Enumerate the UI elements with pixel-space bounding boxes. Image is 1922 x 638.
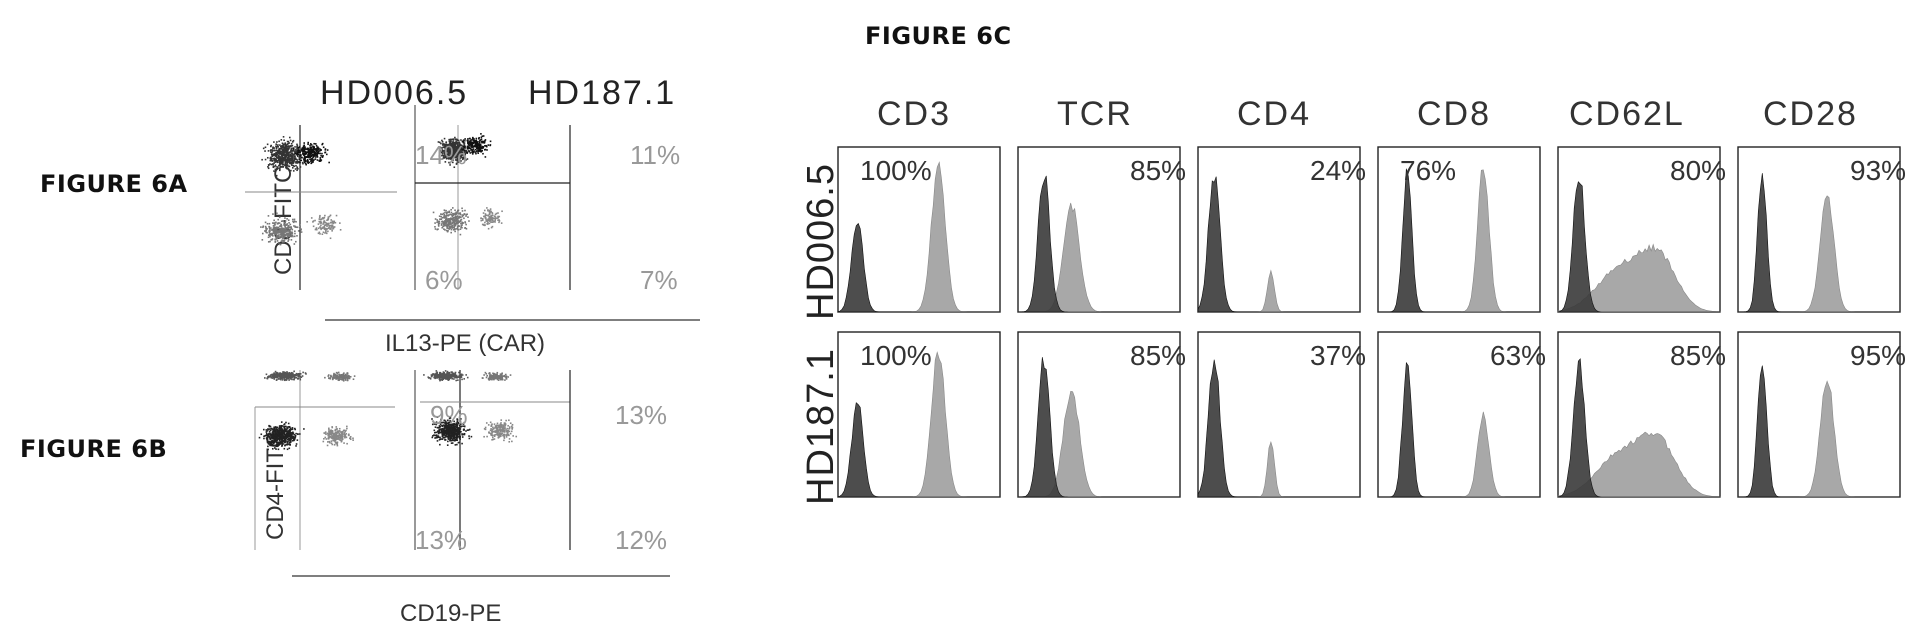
- figure-6c-marker-header: CD62L: [1569, 95, 1685, 133]
- figure-6b-scatter-panels: [254, 370, 670, 577]
- figure-6c-percent-label: 85%: [1670, 340, 1727, 371]
- figure-6c-percent-label: 100%: [860, 155, 932, 186]
- figure-6c-percent-label: 37%: [1310, 340, 1367, 371]
- column-header-hd187-1: HD187.1: [528, 74, 677, 112]
- figure-6a-panel-2-upper-right-pct: 11%: [630, 140, 681, 170]
- figure-6c-histogram-panel: [1737, 331, 1901, 498]
- column-header-hd006-5: HD006.5: [320, 74, 469, 112]
- figure-6b-panel-2-upper-right-pct: 13%: [615, 400, 668, 430]
- figure-6c-histogram-panel: [1017, 146, 1181, 313]
- figure-6c-percent-label: 24%: [1310, 155, 1367, 186]
- figure-6c-marker-header: CD28: [1763, 95, 1858, 133]
- figure-6c-histogram-panel: [1377, 146, 1541, 313]
- figure-6c-histogram-panel: [837, 146, 1001, 313]
- figure-6c-histogram-panel: [1557, 146, 1721, 313]
- figure-6c-marker-header: CD3: [877, 95, 952, 133]
- figure-6b-label: FIGURE 6B: [20, 435, 168, 463]
- figure-6c-percent-label: 93%: [1850, 155, 1907, 186]
- figure-6c-percent-label: 63%: [1490, 340, 1547, 371]
- figure-6a-scatter-panels: [245, 105, 700, 321]
- figure-6a-panel-2: [414, 105, 571, 290]
- figure-6c-marker-header: TCR: [1057, 95, 1133, 133]
- figure-6c-percent-label: 85%: [1130, 340, 1187, 371]
- figure-6a-panel-1-lower-right-pct: 6%: [425, 265, 463, 295]
- figure-6b-panel-1-lower-right-pct: 13%: [415, 525, 468, 555]
- figure-6c-percent-label: 100%: [860, 340, 932, 371]
- figure-6a-panel-2-lower-right-pct: 7%: [640, 265, 678, 295]
- figure-6b-panel-1-upper-right-pct: 9%: [430, 400, 468, 430]
- figure-6a-panel-1-upper-right-pct: 14%: [415, 140, 468, 170]
- figure-6a-x-axis-label: IL13-PE (CAR): [385, 330, 546, 357]
- figure-6c-percent-label: 76%: [1400, 155, 1457, 186]
- figure-6c-histogram-panel: [837, 331, 1001, 498]
- figure-6c-histogram-panel: [1737, 146, 1901, 313]
- figure-6c-percent-label: 95%: [1850, 340, 1907, 371]
- figure-6c-percent-label: 85%: [1130, 155, 1187, 186]
- figure-6a-panel-1: [245, 125, 397, 290]
- figure-6c-histogram-panel: [1017, 331, 1181, 498]
- figure-6c-marker-header: CD8: [1417, 95, 1492, 133]
- figure-6b-panel-2-lower-right-pct: 12%: [615, 525, 668, 555]
- figure-6c-histogram-panel: [1377, 331, 1541, 498]
- figure-6c-histogram-panel: [1197, 331, 1361, 498]
- figure-6c-percent-label: 80%: [1670, 155, 1727, 186]
- figure-6a-label: FIGURE 6A: [40, 170, 188, 198]
- figure-6c-histogram-panel: [1197, 146, 1361, 313]
- figure-6b-panel-2: [414, 370, 571, 550]
- figure-6c-histogram-panel: [1557, 331, 1721, 498]
- figure-6b-x-axis-label: CD19-PE: [400, 600, 502, 627]
- figure-6b-panel-1: [254, 370, 395, 550]
- figure-6c-marker-header: CD4: [1237, 95, 1312, 133]
- figure-6c-label: FIGURE 6C: [865, 22, 1012, 50]
